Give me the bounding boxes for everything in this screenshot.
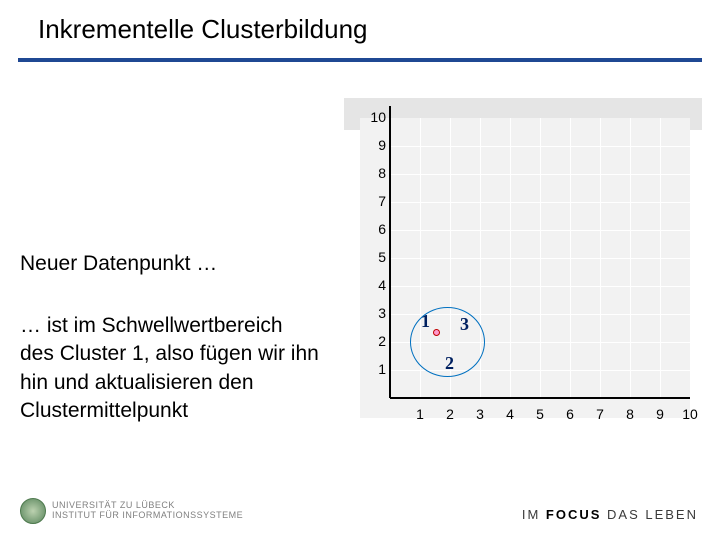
y-tick-label: 7 bbox=[366, 193, 386, 209]
cluster-label: 2 bbox=[445, 353, 454, 374]
new-datapoint-marker bbox=[433, 329, 440, 336]
cluster-chart: 1234567891012345678910123 bbox=[360, 118, 690, 418]
body-text-2: … ist im Schwellwertbereich des Cluster … bbox=[20, 312, 320, 425]
y-tick-label: 1 bbox=[366, 361, 386, 377]
y-tick-label: 3 bbox=[366, 305, 386, 321]
x-tick-label: 3 bbox=[470, 406, 490, 422]
x-tick-label: 5 bbox=[530, 406, 550, 422]
y-tick-label: 4 bbox=[366, 277, 386, 293]
footer-institute: INSTITUT FÜR INFORMATIONSSYSTEME bbox=[52, 511, 243, 521]
x-tick-label: 4 bbox=[500, 406, 520, 422]
y-tick-label: 5 bbox=[366, 249, 386, 265]
y-tick-label: 9 bbox=[366, 137, 386, 153]
footer-left: UNIVERSITÄT ZU LÜBECK INSTITUT FÜR INFOR… bbox=[20, 498, 243, 524]
x-tick-label: 9 bbox=[650, 406, 670, 422]
body-text-1: Neuer Datenpunkt … bbox=[20, 250, 217, 278]
footer-right-bold: FOCUS bbox=[546, 507, 602, 522]
x-axis bbox=[390, 397, 690, 399]
university-seal-icon bbox=[20, 498, 46, 524]
x-tick-label: 7 bbox=[590, 406, 610, 422]
slide-title: Inkrementelle Clusterbildung bbox=[38, 14, 368, 45]
x-tick-label: 2 bbox=[440, 406, 460, 422]
footer-left-text: UNIVERSITÄT ZU LÜBECK INSTITUT FÜR INFOR… bbox=[52, 501, 243, 521]
grid-line-v bbox=[540, 118, 541, 398]
x-tick-label: 10 bbox=[680, 406, 700, 422]
x-tick-label: 1 bbox=[410, 406, 430, 422]
grid-line-v bbox=[510, 118, 511, 398]
title-divider bbox=[18, 58, 702, 62]
grid-line-v bbox=[600, 118, 601, 398]
grid-line-v bbox=[570, 118, 571, 398]
y-tick-label: 6 bbox=[366, 221, 386, 237]
footer-right-suffix: DAS LEBEN bbox=[601, 507, 698, 522]
grid-line-v bbox=[630, 118, 631, 398]
x-tick-label: 8 bbox=[620, 406, 640, 422]
y-tick-label: 2 bbox=[366, 333, 386, 349]
y-tick-label: 10 bbox=[366, 109, 386, 125]
footer-right-prefix: IM bbox=[522, 507, 546, 522]
y-axis bbox=[389, 106, 391, 398]
grid-line-v bbox=[660, 118, 661, 398]
x-tick-label: 6 bbox=[560, 406, 580, 422]
y-tick-label: 8 bbox=[366, 165, 386, 181]
cluster-label: 3 bbox=[460, 314, 469, 335]
footer-right: IM FOCUS DAS LEBEN bbox=[522, 507, 698, 522]
cluster-label: 1 bbox=[421, 311, 430, 332]
